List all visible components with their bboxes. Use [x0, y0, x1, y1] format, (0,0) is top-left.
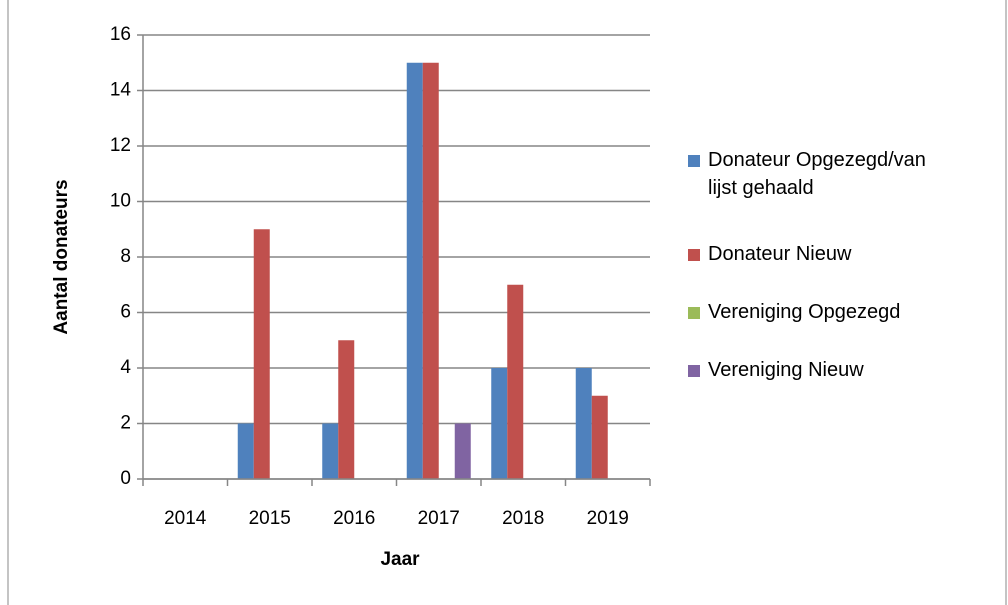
- y-tick-label: 10: [110, 191, 131, 212]
- legend-item: Donateur Opgezegd/van lijst gehaald: [688, 146, 928, 202]
- x-axis-title: Jaar: [380, 549, 420, 570]
- legend-item: Vereniging Opgezegd: [688, 298, 928, 326]
- chart-frame: [7, 0, 1007, 605]
- bar: [591, 395, 608, 479]
- x-tick-label: 2018: [502, 508, 544, 529]
- legend-item: Vereniging Nieuw: [688, 356, 928, 384]
- bar: [322, 423, 339, 479]
- legend-swatch: [688, 365, 700, 377]
- bar: [338, 340, 355, 479]
- legend-swatch: [688, 307, 700, 319]
- x-tick-label: 2016: [333, 508, 375, 529]
- y-tick-label: 14: [110, 80, 132, 101]
- bar: [507, 284, 524, 479]
- y-tick-label: 6: [120, 302, 131, 323]
- bar: [253, 229, 270, 479]
- bar: [422, 62, 439, 479]
- bar: [454, 423, 471, 479]
- x-tick-label: 2017: [418, 508, 460, 529]
- x-tick-label: 2019: [587, 508, 629, 529]
- bar: [491, 368, 508, 479]
- bar: [406, 62, 423, 479]
- legend-label: Donateur Nieuw: [708, 243, 852, 265]
- y-tick-label: 2: [120, 413, 131, 434]
- legend: Donateur Opgezegd/van lijst gehaald Donat…: [688, 146, 928, 384]
- legend-swatch: [688, 155, 700, 167]
- y-axis-title: Aantal donateurs: [51, 179, 72, 334]
- legend-label: Donateur Opgezegd/van lijst gehaald: [708, 149, 926, 199]
- x-tick-label: 2014: [164, 508, 207, 529]
- bar: [575, 368, 592, 479]
- legend-item: Donateur Nieuw: [688, 240, 928, 268]
- y-tick-label: 8: [120, 246, 131, 267]
- bar: [237, 423, 254, 479]
- y-tick-label: 16: [110, 24, 131, 45]
- y-tick-label: 4: [120, 357, 131, 378]
- y-tick-label: 0: [120, 468, 131, 489]
- y-tick-label: 12: [110, 135, 131, 156]
- legend-label: Vereniging Opgezegd: [708, 301, 901, 323]
- legend-swatch: [688, 249, 700, 261]
- x-tick-label: 2015: [249, 508, 291, 529]
- legend-label: Vereniging Nieuw: [708, 359, 864, 381]
